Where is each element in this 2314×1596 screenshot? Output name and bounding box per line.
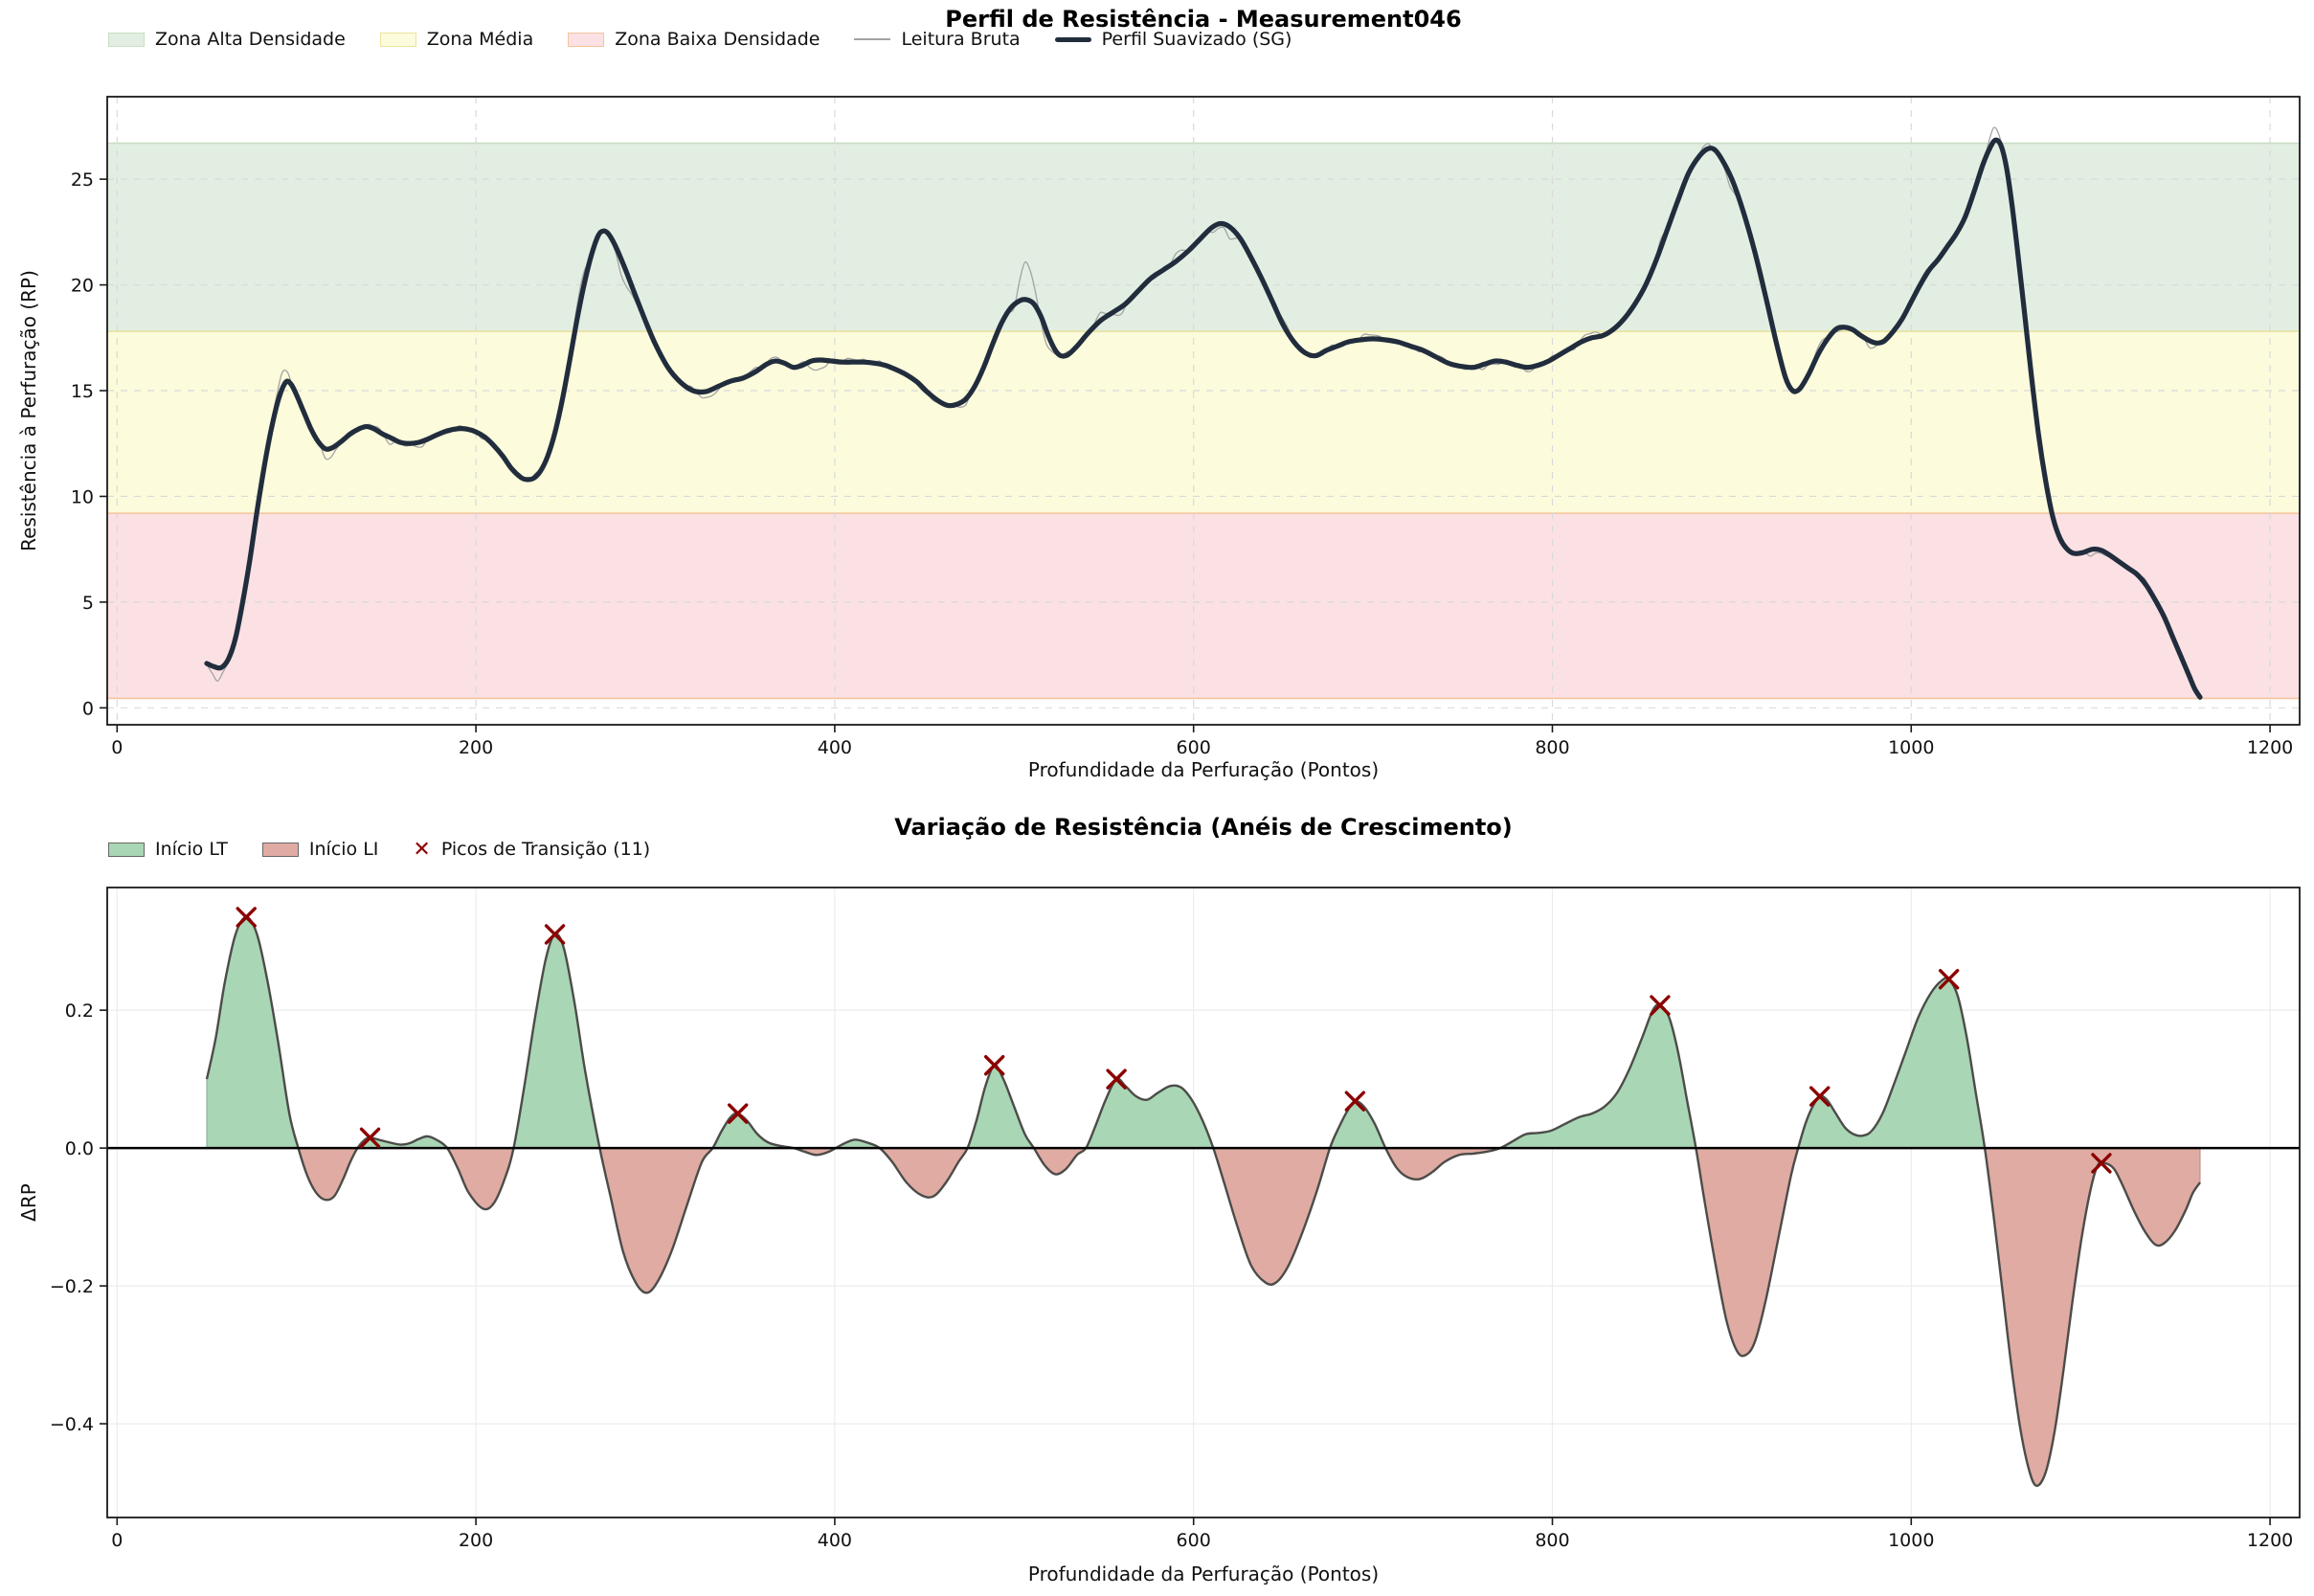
positive-area-swatch-icon [108, 842, 145, 857]
transition-peak-marker [983, 1055, 1005, 1076]
legend-area-negative: Início LI [261, 839, 379, 860]
y-tick-label: 25 [71, 169, 94, 191]
legend-zone-1: Zona Média [379, 29, 534, 50]
transition-peak-marker [1809, 1086, 1831, 1107]
x-tick-label: 800 [1535, 1530, 1569, 1551]
x-tick-label: 600 [1177, 737, 1211, 758]
transition-peak-marker [1344, 1090, 1366, 1112]
smoothed-profile-line [204, 137, 2203, 700]
legend-raw-series-label: Leitura Bruta [901, 29, 1021, 50]
plot-border [106, 887, 2301, 1518]
legend-zone-1-label: Zona Média [426, 29, 534, 50]
transition-peak-marker [1650, 995, 1671, 1016]
smoothed-line-icon [1054, 36, 1091, 42]
x-tick-label: 200 [459, 737, 493, 758]
legend-raw-series: Leitura Bruta [854, 29, 1021, 50]
y-tick-label: −0.2 [50, 1276, 94, 1297]
y-tick-label: 20 [71, 276, 94, 297]
transition-peak-marker [2091, 1153, 2112, 1174]
bottom-chart-title: Variação de Resistência (Anéis de Cresci… [894, 814, 1513, 841]
top-chart-legend: Zona Alta Densidade Zona Média Zona Baixa … [108, 29, 1292, 50]
x-tick-label: 1200 [2247, 1530, 2293, 1551]
transition-peak-marker [728, 1103, 749, 1124]
transition-peak-marker [544, 924, 566, 945]
legend-zone-0-label: Zona Alta Densidade [155, 29, 346, 50]
raw-line-icon [854, 38, 891, 40]
delta-area-negative [206, 1148, 2201, 1487]
top-x-axis-label: Profundidade da Perfuração (Pontos) [1027, 758, 1380, 781]
axes [107, 888, 2300, 1517]
y-tick-label: 5 [82, 593, 94, 614]
bottom-chart-legend: Início LT Início LI ✕ Picos de Transição (1… [108, 839, 650, 860]
zone-swatch-icon [568, 32, 605, 47]
x-tick-label: 200 [459, 1530, 493, 1551]
peak-marker-icon: ✕ [413, 837, 431, 862]
transition-peak-marker [1106, 1068, 1127, 1090]
y-tick-label: −0.4 [50, 1414, 94, 1435]
y-tick-label: 0 [82, 698, 94, 719]
y-tick-label: 10 [71, 486, 94, 507]
transition-peak-marker [236, 907, 257, 928]
plot-frame: 0 200 400 600 800 1000 1200 0.2 0.0 −0.2 −0.4 [50, 887, 2301, 1551]
x-tick-label: 600 [1177, 1530, 1211, 1551]
plot-frame: 0 200 400 600 800 1000 1200 0 5 10 15 20 25 [71, 96, 2301, 758]
top-y-axis-label: Resistência à Perfuração (RP) [17, 270, 40, 551]
y-tick-label: 0.2 [65, 1000, 94, 1022]
legend-smoothed-series-label: Perfil Suavizado (SG) [1101, 29, 1292, 50]
legend-transition-peaks-label: Picos de Transição (11) [440, 839, 651, 860]
bottom-x-axis-label: Profundidade da Perfuração (Pontos) [1027, 1562, 1380, 1585]
x-tick-label: 400 [818, 1530, 852, 1551]
legend-zone-2: Zona Baixa Densidade [568, 29, 820, 50]
legend-transition-peaks: ✕ Picos de Transição (11) [413, 839, 650, 860]
x-tick-label: 1000 [1888, 1530, 1934, 1551]
density-zones [107, 142, 2300, 700]
density-zone [107, 513, 2300, 699]
legend-area-negative-label: Início LI [308, 839, 379, 860]
delta-area-positive [206, 916, 2201, 1149]
axes [107, 97, 2300, 725]
x-tick-label: 800 [1535, 737, 1569, 758]
x-tick-label: 1200 [2247, 737, 2293, 758]
density-zone [107, 331, 2300, 514]
legend-smoothed-series: Perfil Suavizado (SG) [1054, 29, 1292, 50]
x-tick-label: 1000 [1888, 737, 1934, 758]
x-tick-label: 400 [818, 737, 852, 758]
plot-border [106, 96, 2301, 726]
zone-swatch-icon [108, 32, 145, 47]
bottom-y-axis-label: ΔRP [17, 1183, 40, 1222]
delta-line [205, 915, 2201, 1488]
y-tick-label: 15 [71, 381, 94, 402]
legend-zone-2-label: Zona Baixa Densidade [615, 29, 820, 50]
x-tick-label: 0 [111, 1530, 123, 1551]
legend-area-positive: Início LT [108, 839, 228, 860]
x-tick-label: 0 [111, 737, 123, 758]
transition-peak-markers [236, 907, 2112, 1174]
transition-peak-marker [1938, 969, 1960, 990]
legend-zone-0: Zona Alta Densidade [108, 29, 346, 50]
top-chart-title: Perfil de Resistência - Measurement046 [945, 6, 1462, 33]
legend-area-positive-label: Início LT [155, 839, 228, 860]
y-tick-label: 0.0 [65, 1138, 94, 1159]
zone-swatch-icon [379, 32, 416, 47]
transition-peak-marker [359, 1127, 381, 1149]
negative-area-swatch-icon [261, 842, 299, 857]
